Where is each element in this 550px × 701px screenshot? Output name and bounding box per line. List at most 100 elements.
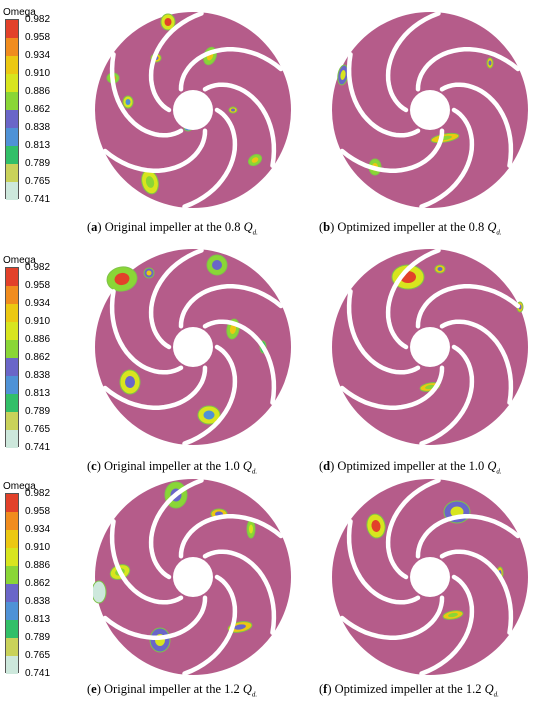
colorbar xyxy=(5,267,19,448)
legend-tick-label: 0.838 xyxy=(25,122,51,133)
impeller-blade xyxy=(102,595,208,640)
colorbar-segment xyxy=(6,164,18,182)
legend-tick-label: 0.741 xyxy=(25,442,51,453)
impeller-blade xyxy=(102,365,208,410)
impeller-panel-a xyxy=(95,11,291,209)
colorbar-legend-2: Omega 0.982 0.958 0.934 0.910 0.886 0.862 0.83… xyxy=(3,254,63,453)
colorbar xyxy=(5,19,19,200)
vortex-contour xyxy=(434,264,446,274)
impeller-panel-c xyxy=(95,248,291,446)
vortex-contour xyxy=(160,13,176,31)
impeller-panel-b xyxy=(332,11,528,209)
impeller-blade xyxy=(419,107,475,209)
legend-tick-label: 0.982 xyxy=(25,14,51,25)
legend-title: Omega xyxy=(3,481,36,492)
vortex-contour xyxy=(106,266,138,292)
legend-tick-label: 0.813 xyxy=(25,140,51,151)
colorbar-legend-1: Omega 0.982 0.958 0.934 0.910 0.886 0.862 0.83… xyxy=(3,6,63,205)
impeller-blade xyxy=(346,519,421,605)
colorbar-segment xyxy=(6,322,18,340)
legend-tick-label: 0.958 xyxy=(25,506,51,517)
colorbar-segment xyxy=(6,430,18,448)
impeller-blade xyxy=(202,319,277,405)
colorbar-segment xyxy=(6,38,18,56)
colorbar-segment xyxy=(6,620,18,638)
impeller-panel-e xyxy=(93,478,291,676)
vortex-contour xyxy=(141,169,159,195)
impeller-blade xyxy=(178,284,284,329)
impeller-blade xyxy=(148,478,204,580)
colorbar-segment xyxy=(6,92,18,110)
legend-body: 0.982 0.958 0.934 0.910 0.886 0.862 0.838 0.813… xyxy=(3,263,63,453)
contour-inner xyxy=(231,108,235,112)
legend-tick-label: 0.789 xyxy=(25,158,51,169)
legend-body: 0.982 0.958 0.934 0.910 0.886 0.862 0.838 0.813… xyxy=(3,489,63,679)
impeller-blade xyxy=(178,47,284,92)
contour-inner xyxy=(251,157,259,163)
vortex-contour xyxy=(486,57,494,69)
impeller-blade xyxy=(182,107,238,209)
impeller-blade xyxy=(148,11,204,113)
colorbar-segment xyxy=(6,656,18,674)
impeller-blade xyxy=(339,128,445,173)
legend-tick-label: 0.910 xyxy=(25,542,51,553)
legend-tick-label: 0.813 xyxy=(25,614,51,625)
impeller-blade xyxy=(385,248,441,350)
vortex-contour xyxy=(228,106,238,114)
legend-tick-label: 0.765 xyxy=(25,650,51,661)
legend-tick-label: 0.838 xyxy=(25,370,51,381)
contour-inner xyxy=(114,272,130,286)
vortex-contour xyxy=(337,64,349,86)
colorbar-segment xyxy=(6,512,18,530)
legend-tick-label: 0.910 xyxy=(25,68,51,79)
colorbar-segment xyxy=(6,358,18,376)
legend-tick-label: 0.741 xyxy=(25,668,51,679)
caption-a: (a) Original impeller at the 0.8 Qd. xyxy=(87,220,258,237)
impeller-blade xyxy=(202,549,277,635)
legend-title: Omega xyxy=(3,7,36,18)
colorbar-segment xyxy=(6,304,18,322)
colorbar-segment xyxy=(6,74,18,92)
contour-inner xyxy=(125,99,131,105)
impeller-hub xyxy=(173,327,213,367)
colorbar-segment xyxy=(6,584,18,602)
legend-tick-label: 0.862 xyxy=(25,578,51,589)
impeller-blade xyxy=(339,595,445,640)
impeller-blade xyxy=(346,52,421,138)
impeller-blade xyxy=(178,514,284,559)
impeller-blade xyxy=(385,11,441,113)
colorbar-segment xyxy=(6,340,18,358)
impeller-hub xyxy=(410,90,450,130)
caption-e: (e) Original impeller at the 1.2 Qd. xyxy=(87,682,258,699)
contour-inner xyxy=(203,410,215,420)
legend-tick-label: 0.862 xyxy=(25,352,51,363)
colorbar-segment xyxy=(6,548,18,566)
colorbar-segment xyxy=(6,268,18,286)
legend-tick-label: 0.982 xyxy=(25,262,51,273)
legend-tick-label: 0.934 xyxy=(25,50,51,61)
vortex-contour xyxy=(206,254,228,276)
impeller-hub xyxy=(410,557,450,597)
contour-inner xyxy=(371,520,381,532)
colorbar-segment xyxy=(6,530,18,548)
vortex-contour xyxy=(366,513,386,539)
legend-tick-label: 0.765 xyxy=(25,176,51,187)
contour-inner xyxy=(125,376,135,388)
colorbar-segment xyxy=(6,56,18,74)
contour-inner xyxy=(437,267,443,271)
impeller-blade xyxy=(439,82,514,168)
colorbar-segment xyxy=(6,412,18,430)
caption-b: (b) Optimized impeller at the 0.8 Qd. xyxy=(319,220,502,237)
impeller-blade xyxy=(415,514,521,559)
colorbar-segment xyxy=(6,638,18,656)
vortex-contour xyxy=(143,267,155,279)
contour-inner xyxy=(249,524,253,534)
legend-tick-label: 0.910 xyxy=(25,316,51,327)
vortex-contour xyxy=(93,580,107,604)
caption-c: (c) Original impeller at the 1.0 Qd. xyxy=(87,459,258,476)
legend-tick-label: 0.934 xyxy=(25,524,51,535)
impeller-panel-f xyxy=(332,478,528,676)
impeller-blade xyxy=(419,344,475,446)
colorbar-segment xyxy=(6,376,18,394)
legend-tick-label: 0.886 xyxy=(25,86,51,97)
